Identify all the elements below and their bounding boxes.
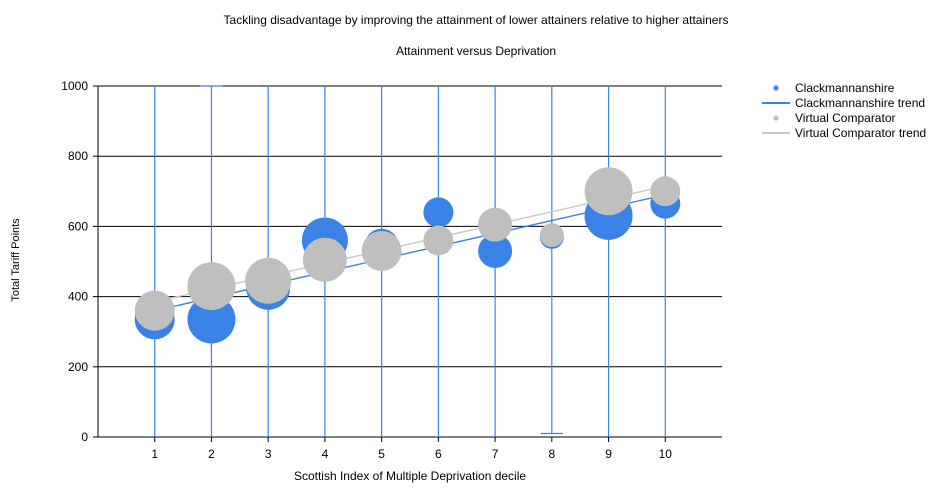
legend-label: Virtual Comparator [795, 111, 896, 125]
y-tick-label: 0 [81, 430, 88, 444]
y-tick-label: 800 [68, 149, 88, 163]
y-tick-label: 600 [68, 219, 88, 233]
x-tick-label: 1 [151, 447, 158, 461]
bubble [187, 295, 236, 344]
tick-labels: 0 200 400 600 800 1000 1 2 3 4 5 6 7 8 9 10 [61, 79, 672, 461]
x-tick-label: 6 [435, 447, 442, 461]
chart-title: Tackling disadvantage by improving the a… [224, 13, 729, 27]
y-tick-label: 400 [68, 290, 88, 304]
bubble [302, 237, 347, 282]
legend-marker [773, 85, 779, 91]
bubble [187, 262, 236, 311]
gridlines [98, 85, 722, 438]
bubble [423, 197, 454, 228]
error-bars [154, 85, 666, 437]
legend-marker [773, 115, 779, 121]
legend-label: Clackmannanshire trend [795, 96, 925, 110]
x-tick-label: 2 [208, 447, 215, 461]
x-tick-label: 9 [605, 447, 612, 461]
trend-line [154, 185, 666, 303]
trend-line [154, 194, 666, 312]
y-axis-label: Total Tariff Points [10, 218, 22, 302]
legend-label: Virtual Comparator trend [795, 126, 926, 140]
bubble [134, 290, 175, 331]
x-axis-label: Scottish Index of Multiple Deprivation d… [294, 469, 526, 483]
bubble [478, 207, 513, 242]
bubble [650, 176, 681, 207]
x-tick-label: 4 [322, 447, 329, 461]
bubble [245, 257, 292, 304]
axes [93, 85, 722, 442]
trend-lines [154, 185, 666, 312]
x-tick-label: 10 [659, 447, 673, 461]
x-tick-label: 7 [492, 447, 499, 461]
y-tick-label: 200 [68, 360, 88, 374]
chart-subtitle: Attainment versus Deprivation [396, 44, 556, 58]
bubble [361, 230, 402, 271]
x-tick-label: 8 [548, 447, 555, 461]
bubble [423, 225, 454, 256]
bubbles [134, 167, 681, 344]
x-tick-label: 5 [378, 447, 385, 461]
bubble [584, 167, 633, 216]
bubble [539, 223, 564, 248]
y-tick-label: 1000 [61, 79, 88, 93]
x-tick-label: 3 [265, 447, 272, 461]
legend-label: Clackmannanshire [795, 81, 895, 95]
bubble [478, 233, 513, 268]
